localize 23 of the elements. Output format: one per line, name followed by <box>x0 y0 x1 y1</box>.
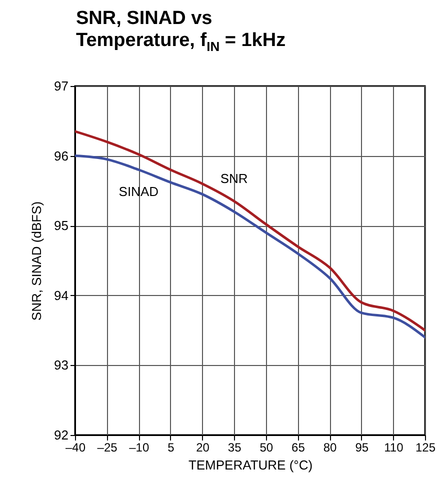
x-tick-label: 35 <box>228 440 242 454</box>
y-tick-label: 95 <box>54 218 68 234</box>
x-tick-label: 20 <box>196 440 210 454</box>
x-tick-label: –40 <box>65 440 86 454</box>
y-tick-label: 96 <box>54 148 68 164</box>
x-axis-title: TEMPERATURE (°C) <box>188 458 313 472</box>
x-tick-label: 125 <box>415 440 436 454</box>
line-series <box>75 130 425 332</box>
y-tick-label: 92 <box>54 428 68 442</box>
line-series <box>75 154 425 339</box>
y-axis-title: SNR, SINAD (dBFS) <box>29 201 44 321</box>
x-tick-label: 5 <box>168 440 175 454</box>
x-tick-label: 80 <box>323 440 338 454</box>
y-tick-label: 93 <box>54 358 68 373</box>
x-tick-label: 65 <box>292 440 306 454</box>
x-tick-label: 50 <box>260 440 274 454</box>
x-tick-label: 95 <box>355 440 369 454</box>
y-tick-label: 94 <box>54 288 68 303</box>
x-tick-label: 110 <box>384 440 404 454</box>
y-tick-label: 97 <box>54 78 68 94</box>
x-tick-label: –25 <box>97 440 118 454</box>
x-tick-label: –10 <box>129 440 150 454</box>
chart-title: SNR, SINAD vs Temperature, f$_{IN}$ = 1kHz <box>76 8 287 56</box>
